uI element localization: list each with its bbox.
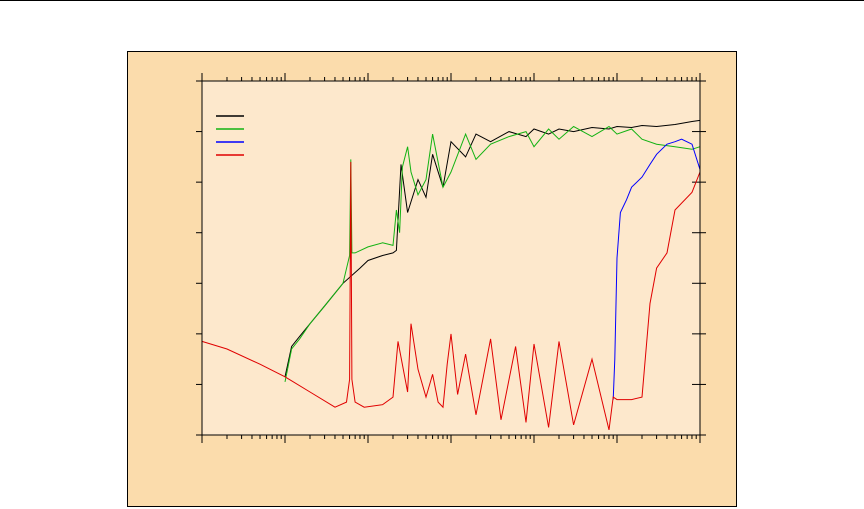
chart-frame bbox=[127, 51, 737, 507]
plot-area-border bbox=[201, 80, 701, 436]
chart-canvas bbox=[128, 52, 736, 506]
top-rule bbox=[0, 0, 864, 1]
series-red-line bbox=[201, 161, 701, 431]
series-blue-line bbox=[612, 138, 701, 400]
plot-area-background bbox=[202, 81, 700, 435]
series-black-line bbox=[284, 119, 701, 377]
